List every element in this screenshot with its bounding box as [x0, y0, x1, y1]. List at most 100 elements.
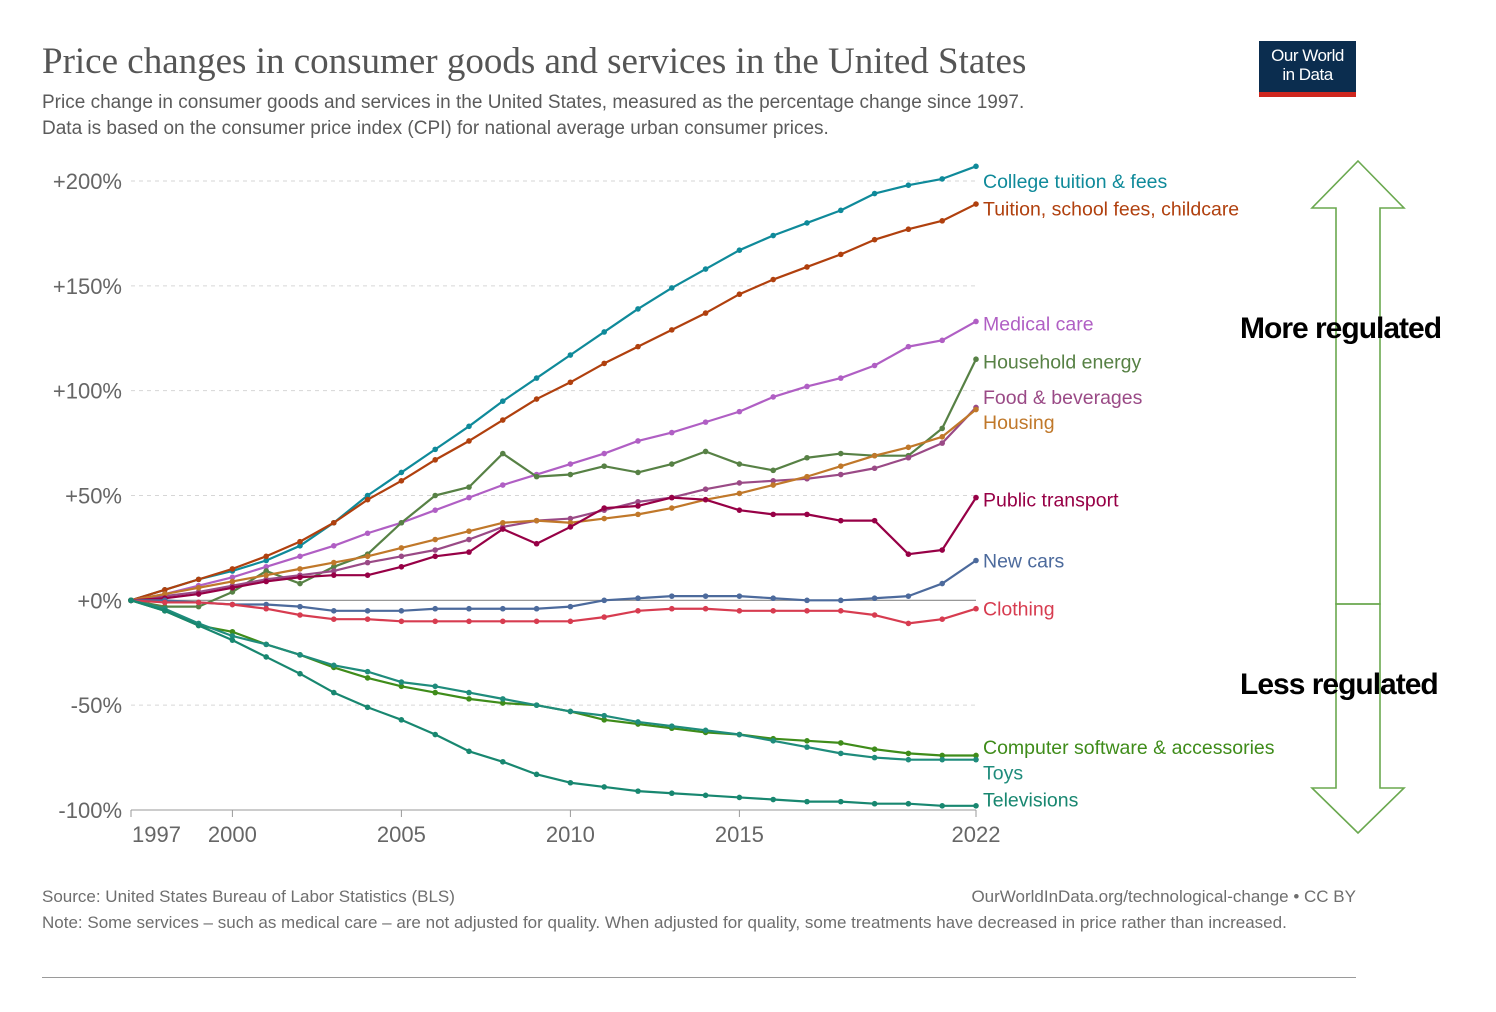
footnote-text: Note: Some services – such as medical ca… [42, 913, 1287, 932]
data-point [838, 463, 844, 469]
data-point [500, 417, 506, 423]
data-point [973, 756, 979, 763]
data-point [162, 587, 168, 593]
data-point [297, 603, 303, 610]
data-point [635, 343, 641, 350]
data-point [398, 679, 405, 685]
data-point [770, 467, 776, 474]
data-point [297, 670, 303, 677]
data-point [229, 578, 236, 585]
data-point [297, 580, 303, 587]
data-point [432, 605, 439, 612]
data-point [939, 756, 945, 763]
data-point [871, 746, 878, 752]
data-point [702, 727, 709, 734]
data-point [567, 519, 574, 526]
data-point [500, 450, 506, 457]
our-world-in-data-logo[interactable]: Our World in Data [1259, 41, 1356, 97]
series-label: New cars [983, 550, 1065, 572]
data-point [939, 425, 945, 432]
data-point [871, 754, 878, 761]
data-point [601, 597, 607, 604]
data-point [466, 423, 472, 430]
data-point [973, 803, 979, 809]
data-point [500, 605, 506, 612]
data-point [263, 654, 270, 660]
data-point [432, 553, 439, 560]
y-tick-label: +100% [53, 379, 122, 404]
data-point [736, 608, 743, 614]
data-point [229, 601, 236, 608]
data-point [838, 608, 844, 614]
data-point [500, 519, 506, 526]
data-point [804, 798, 810, 805]
data-point [297, 538, 303, 545]
data-point [939, 803, 945, 809]
x-tick-label: 1997 [132, 822, 181, 847]
data-point [770, 738, 776, 744]
data-point [466, 618, 472, 625]
data-point [770, 608, 776, 614]
data-point [364, 616, 371, 623]
data-point [364, 492, 371, 499]
data-point [432, 492, 439, 499]
data-point [533, 702, 540, 708]
series-label: Televisions [983, 790, 1079, 812]
data-point [567, 524, 574, 530]
data-point [533, 517, 540, 524]
data-point [331, 543, 337, 549]
data-point [432, 536, 439, 543]
data-point [635, 498, 641, 505]
data-point [635, 608, 641, 614]
data-point [364, 530, 371, 537]
data-point [838, 450, 844, 457]
data-point [669, 605, 675, 612]
data-point [770, 511, 776, 518]
data-point [838, 251, 844, 258]
data-point [871, 595, 878, 602]
data-point [297, 574, 303, 581]
data-point [601, 614, 607, 620]
data-point [770, 478, 776, 484]
data-point [398, 608, 405, 614]
chart-title: Price changes in consumer goods and serv… [42, 41, 1027, 82]
data-point [432, 446, 439, 453]
data-point [601, 450, 607, 457]
data-point [297, 543, 303, 549]
data-point [973, 605, 979, 612]
data-point [364, 559, 371, 566]
data-point [229, 633, 236, 639]
data-point [973, 752, 979, 759]
data-point [567, 461, 574, 467]
data-point [871, 612, 878, 618]
series-label: Household energy [983, 351, 1142, 373]
data-point [804, 608, 810, 614]
source-url-link[interactable]: OurWorldInData.org/technological-change … [971, 887, 1356, 906]
data-point [533, 618, 540, 625]
series-label: Clothing [983, 599, 1055, 621]
data-point [838, 207, 844, 214]
series-label: Housing [983, 412, 1055, 434]
data-point [364, 608, 371, 614]
data-point [635, 438, 641, 444]
data-point [263, 605, 270, 612]
data-point [162, 599, 168, 606]
data-point [398, 553, 405, 560]
data-point [601, 360, 607, 367]
bottom-divider [42, 977, 1356, 978]
data-point [500, 526, 506, 532]
x-tick-label: 2015 [715, 822, 764, 847]
series-label: Medical care [983, 314, 1094, 336]
data-point [500, 758, 506, 765]
data-point [567, 352, 574, 358]
data-point [229, 584, 236, 591]
series-label: College tuition & fees [983, 171, 1168, 193]
data-point [838, 597, 844, 604]
data-point [635, 788, 641, 794]
data-point [331, 616, 337, 623]
data-point [905, 182, 912, 188]
data-point [669, 593, 675, 599]
data-point [601, 784, 607, 790]
data-point [736, 731, 743, 738]
data-point [905, 226, 912, 233]
